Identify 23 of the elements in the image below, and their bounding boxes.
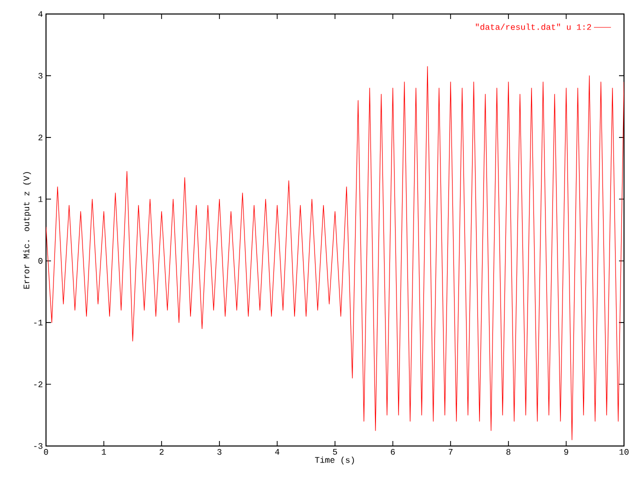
legend-label: "data/result.dat" u 1:2 — [476, 24, 592, 30]
y-tick-label: 0 — [38, 258, 42, 264]
y-tick-label: -1 — [34, 320, 43, 326]
x-tick-label: 5 — [333, 449, 338, 455]
x-tick-label: 4 — [275, 449, 280, 455]
x-tick-label: 7 — [448, 449, 452, 455]
x-tick-label: 2 — [160, 449, 164, 455]
x-tick-label: 10 — [620, 449, 629, 455]
y-tick-label: 3 — [38, 72, 42, 79]
y-tick-label: 1 — [38, 196, 43, 202]
x-tick-label: 8 — [506, 449, 510, 455]
line-series — [46, 66, 624, 440]
x-tick-label: 6 — [390, 449, 395, 455]
y-tick-label: -2 — [34, 381, 42, 388]
x-tick-label: 1 — [102, 449, 106, 455]
x-tick-label: 3 — [217, 449, 222, 455]
y-axis-title: Error Mic. output z (V) — [23, 172, 31, 289]
y-tick-label: 2 — [38, 134, 42, 140]
y-tick-label: -3 — [34, 443, 42, 449]
x-tick-label: 0 — [44, 449, 48, 455]
x-axis-title: Time (s) — [314, 456, 354, 464]
y-tick-label: 4 — [38, 11, 43, 17]
x-tick-label: 9 — [564, 449, 568, 455]
